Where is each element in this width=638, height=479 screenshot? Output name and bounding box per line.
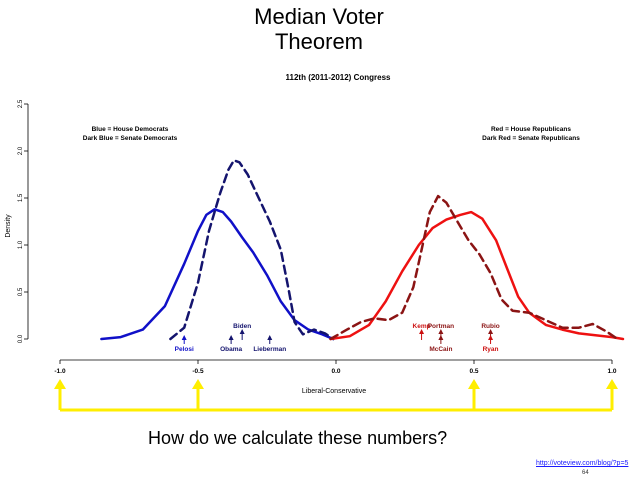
slide-title: Median Voter Theorem [0,4,638,56]
marker-arrow-head [228,335,234,340]
y-tick-label: 2.5 [18,99,24,108]
legend-right-line2: Dark Red = Senate Republicans [482,135,580,142]
legend-right-line1: Red = House Republicans [491,126,571,133]
axes: 0.0 0.5 1.0 1.5 2.0 2.5 -1.0 -0.5 0.0 0.5 1.0 [18,99,617,375]
y-tick-label: 1.5 [18,193,24,202]
y-axis-label: Density [5,214,12,238]
bracket-arrow-head [54,379,66,389]
marker-arrow-head [239,329,245,334]
marker-label: Obama [220,346,242,353]
marker-label: Portman [428,323,454,330]
density-curves [100,159,625,341]
x-tick-label: 0.5 [469,368,478,375]
slide-title-line2: Theorem [274,29,364,54]
marker-arrow-head [438,335,444,340]
marker-arrow-head [267,335,273,340]
legend-left-line2: Dark Blue = Senate Democrats [83,135,178,142]
source-link[interactable]: http://voteview.com/blog/?p=5 [536,460,629,467]
marker-label: Biden [233,323,251,330]
density-line-2 [329,210,625,341]
marker-label: Kemp [413,323,431,330]
question-text: How do we calculate these numbers? [148,428,448,448]
bracket-arrow-head [606,379,618,389]
legend-left-line1: Blue = House Democrats [92,126,169,133]
density-line-3 [329,194,619,341]
density-line-0 [100,208,335,341]
marker-arrow-head [488,335,494,340]
x-tick-label: -0.5 [192,368,204,375]
marker-arrow-head [181,335,187,340]
marker-label: Lieberman [253,346,286,353]
x-tick-label: -1.0 [54,368,66,375]
slide-title-line1: Median Voter [254,4,384,29]
marker-arrow-head [488,329,494,334]
marker-label: Pelosi [175,346,194,353]
y-tick-label: 0.0 [18,334,24,343]
x-tick-label: 0.0 [331,368,340,375]
y-tick-label: 1.0 [18,240,24,249]
marker-arrow-head [438,329,444,334]
page-number: 64 [582,470,589,476]
x-tick-label: 1.0 [607,368,616,375]
y-tick-label: 0.5 [18,287,24,296]
chart-title: 112th (2011-2012) Congress [286,73,391,82]
marker-label: McCain [429,346,452,353]
marker-arrow-head [419,329,425,334]
bracket-arrow-head [192,379,204,389]
marker-label: Rubio [481,323,499,330]
x-axis-label: Liberal-Conservative [302,388,366,395]
bracket-arrow-head [468,379,480,389]
y-tick-label: 2.0 [18,146,24,155]
density-line-1 [169,159,335,341]
marker-label: Ryan [483,346,499,353]
yellow-bracket [54,379,618,412]
